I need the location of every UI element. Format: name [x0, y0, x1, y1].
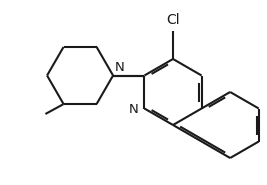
Text: N: N [129, 103, 139, 116]
Text: N: N [115, 60, 125, 73]
Text: Cl: Cl [166, 13, 180, 27]
